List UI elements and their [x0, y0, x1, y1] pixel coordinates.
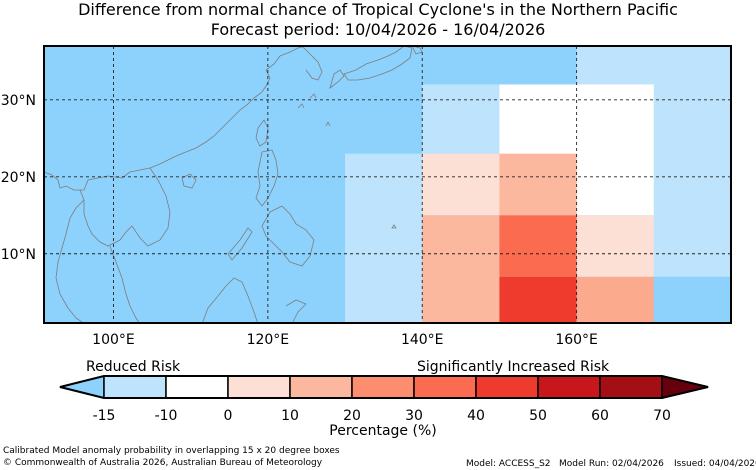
legend-box-5	[413, 375, 477, 399]
legend-tick-labels: -15 -10 0 10 20 30 40 50 60 70	[93, 408, 671, 424]
reduced-risk-label: Reduced Risk	[86, 359, 181, 375]
legend-box-0	[103, 375, 167, 399]
legend-outline	[59, 375, 709, 399]
legend-tick-5: 30	[405, 408, 423, 424]
legend-tick-4: 20	[343, 408, 361, 424]
legend-tick-0: -15	[93, 408, 116, 424]
coastline-taiwan	[255, 119, 269, 147]
coastline-malay-peninsula	[109, 245, 141, 325]
coastline-japan-honshu	[343, 45, 413, 81]
legend-box-3	[289, 375, 353, 399]
coastline-palawan	[227, 227, 253, 261]
legend-axis-label: Percentage (%)	[329, 423, 436, 439]
probability-cell-2	[422, 84, 500, 154]
longitude-labels: 100°E 120°E 140°E 160°E	[92, 332, 598, 348]
coastline-sulawesi	[285, 299, 307, 325]
legend-box-4	[351, 375, 415, 399]
legend-tick-7: 50	[529, 408, 547, 424]
probability-cells	[345, 46, 731, 323]
probability-cell-9	[499, 215, 577, 277]
probability-cell-11	[576, 276, 654, 323]
latitude-labels: 30°N 20°N 10°N	[1, 93, 36, 263]
legend-under-arrow	[59, 375, 105, 399]
footer-model-run: Model Run: 02/04/2026	[559, 459, 664, 469]
legend-tick-3: 10	[281, 408, 299, 424]
legend-box-7	[537, 375, 601, 399]
legend-tick-6: 40	[467, 408, 485, 424]
legend-box-1	[165, 375, 229, 399]
legend-tick-9: 70	[653, 408, 671, 424]
coastline-korea	[301, 45, 323, 81]
probability-cell-12	[653, 276, 731, 323]
probability-cell-6	[499, 153, 577, 216]
probability-cell-3	[345, 153, 423, 323]
increased-risk-label: Significantly Increased Risk	[417, 359, 610, 375]
lon-label-160: 160°E	[555, 332, 598, 348]
map-frame	[43, 45, 732, 324]
footer-copyright: © Commonwealth of Australia 2026, Austra…	[3, 458, 323, 468]
coastlines	[43, 45, 423, 325]
footer-issued: Issued: 04/04/2026	[674, 459, 756, 469]
probability-cell-8	[422, 215, 500, 323]
lon-label-120: 120°E	[247, 332, 290, 348]
forecast-period: Forecast period: 10/04/2026 - 16/04/2026	[210, 20, 546, 39]
lat-label-10: 10°N	[1, 247, 36, 263]
legend-box-2	[227, 375, 291, 399]
legend-over-arrow	[661, 375, 709, 399]
coastline-guam	[391, 224, 397, 229]
legend-box-8	[599, 375, 663, 399]
footer-model: Model: ACCESS_S2	[466, 459, 551, 469]
probability-cell-10	[499, 276, 577, 323]
probability-cell-1	[653, 99, 731, 277]
lon-label-140: 140°E	[401, 332, 444, 348]
lat-label-30: 30°N	[1, 93, 36, 109]
coastline-hainan	[181, 173, 197, 189]
coastline-china-mainland	[43, 45, 307, 191]
lon-label-100: 100°E	[92, 332, 135, 348]
graticule	[44, 46, 731, 323]
coastline-philippines-south	[261, 205, 315, 267]
coastline-indochina	[55, 167, 171, 323]
legend-color-boxes	[103, 375, 663, 399]
legend-tick-2: 0	[224, 408, 233, 424]
color-legend: Reduced Risk Significantly Increased Ris…	[59, 359, 709, 439]
lat-label-20: 20°N	[1, 170, 36, 186]
legend-tick-1: -10	[155, 408, 178, 424]
footer-note: Calibrated Model anomaly probability in …	[3, 446, 340, 456]
legend-box-6	[475, 375, 539, 399]
coastline-borneo	[201, 277, 259, 325]
map-area	[43, 45, 732, 325]
coastline-japan-kyushu	[329, 69, 345, 90]
legend-tick-8: 60	[591, 408, 609, 424]
map-title: Difference from normal chance of Tropica…	[78, 0, 678, 19]
coastline-ryukyu	[297, 93, 331, 127]
probability-cell-7	[576, 215, 654, 277]
